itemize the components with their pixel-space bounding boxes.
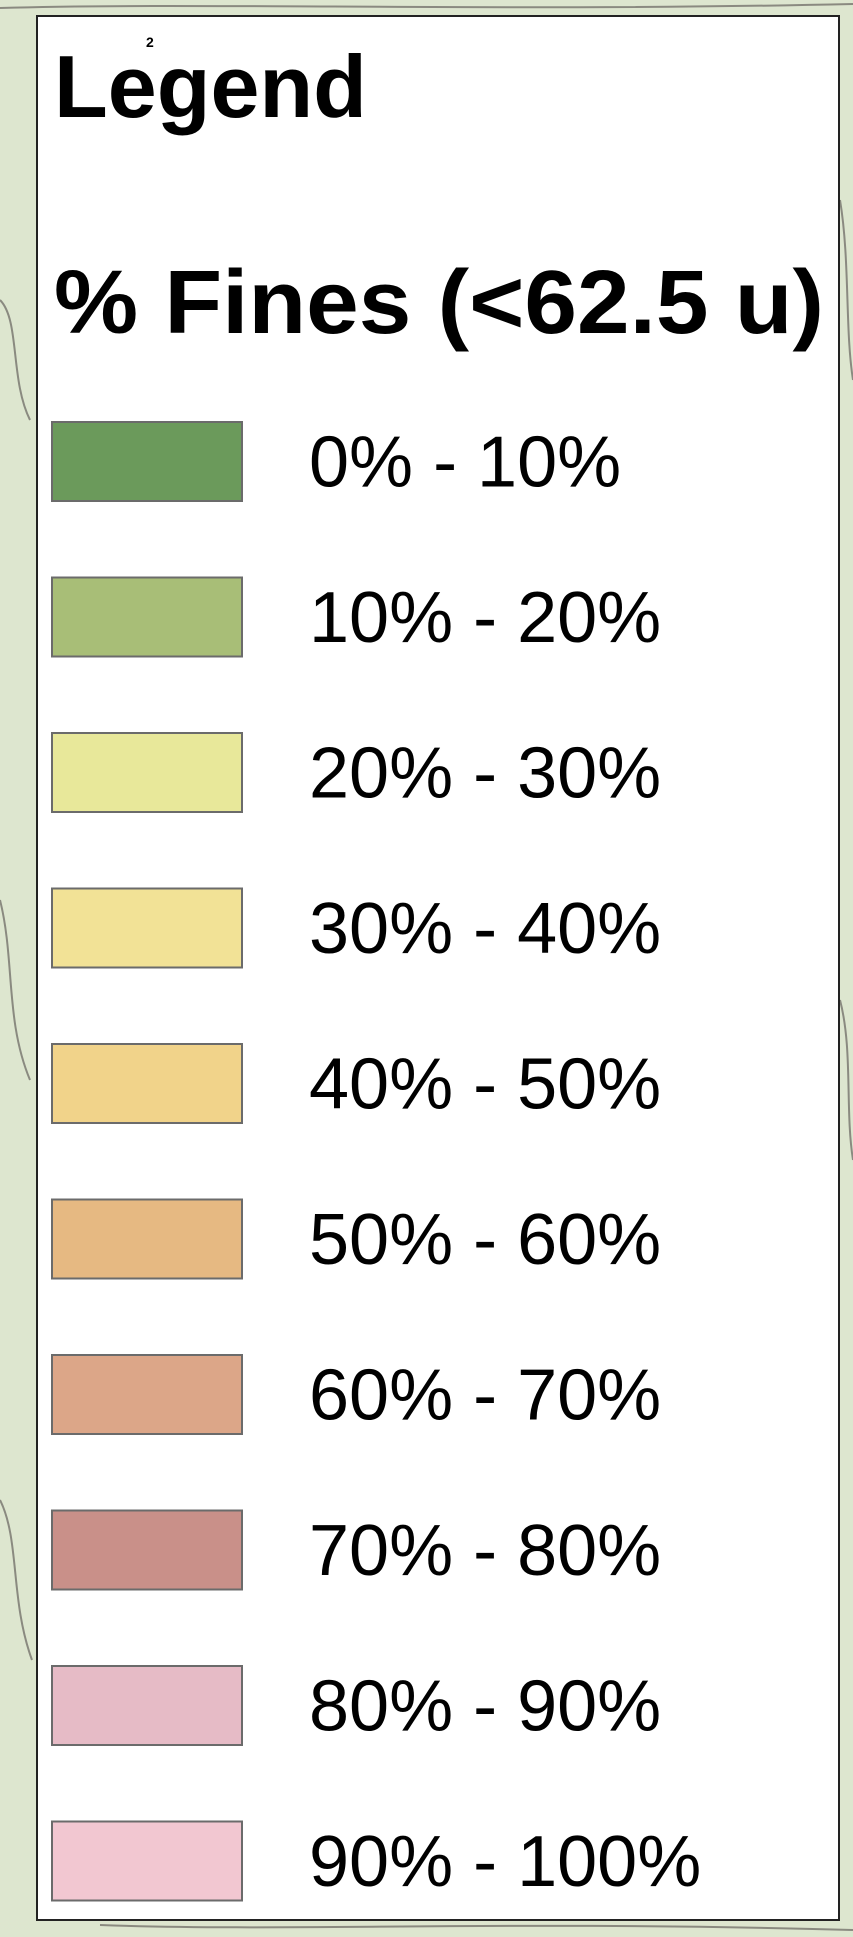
legend-swatch [52,1666,242,1745]
marker: 2 [146,34,154,50]
legend-label: 20% - 30% [309,734,661,814]
legend-label: 70% - 80% [309,1511,661,1591]
legend-swatch [52,1355,242,1434]
legend-label: 0% - 10% [309,423,621,503]
page: {"header": {"title": "Legend", "mark": "… [0,0,853,1937]
legend-label: 90% - 100% [309,1822,701,1902]
legend-label: 60% - 70% [309,1356,661,1436]
legend-swatch [52,1511,242,1590]
legend-heading: Legend [54,37,367,136]
legend-swatch [52,422,242,501]
legend-label: 10% - 20% [309,578,661,658]
legend-title: % Fines (<62.5 u) [54,253,824,353]
legend-swatch [52,889,242,968]
legend-label: 40% - 50% [309,1045,661,1125]
legend-label: 80% - 90% [309,1667,661,1747]
legend-swatch [52,578,242,657]
legend-swatch [52,733,242,812]
legend-label: 50% - 60% [309,1200,661,1280]
legend-swatch [52,1200,242,1279]
legend-label: 30% - 40% [309,889,661,969]
map-legend: Legend 2 % Fines (<62.5 u) 0% - 10% 10% -… [0,0,853,1937]
legend-swatch [52,1044,242,1123]
legend-swatch [52,1822,242,1901]
